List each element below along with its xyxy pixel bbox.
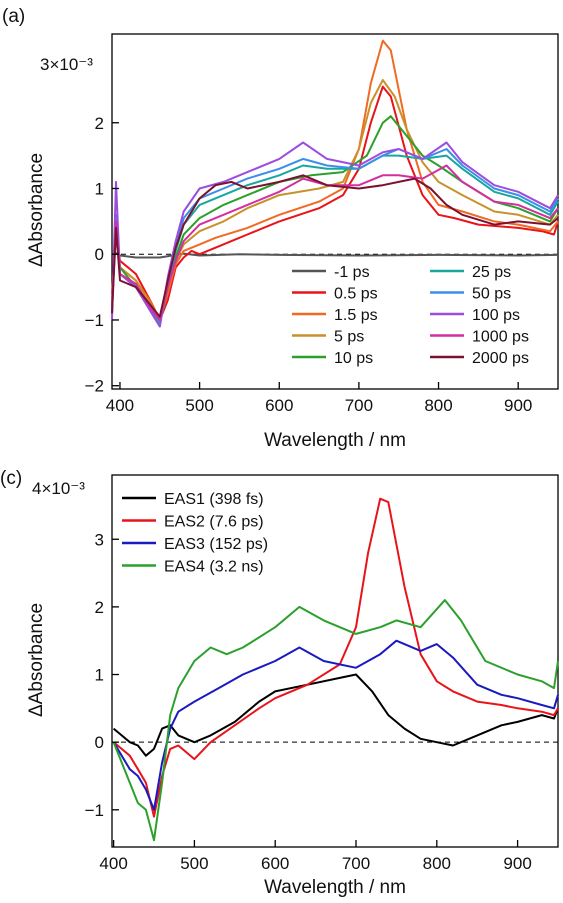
legend-label: 50 ps — [472, 286, 511, 303]
panel-c-y-ticks: −1 0 1 2 3 — [85, 530, 119, 820]
panel-c: (c) 4×10⁻³ −1 0 1 2 3 400 500 600 700 800 900 Wav… — [0, 468, 559, 898]
x-tick-label: 600 — [261, 854, 289, 873]
panel-a-x-ticks: 400 500 600 700 800 900 — [106, 382, 532, 415]
panel-c-y-axis-label: ΔAbsorbance — [26, 603, 47, 717]
panel-a-series — [111, 39, 559, 328]
legend-label: 5 ps — [334, 329, 364, 346]
y-tick-label: −1 — [85, 311, 104, 330]
legend-label: EAS1 (398 fs) — [164, 491, 264, 508]
legend-label: 1000 ps — [472, 329, 529, 346]
y-tick-label: 3 — [95, 530, 104, 549]
series-line — [112, 599, 559, 842]
x-tick-label: 700 — [345, 396, 373, 415]
x-tick-label: 800 — [423, 854, 451, 873]
panel-c-plot-frame — [111, 474, 559, 848]
y-tick-label: −1 — [85, 801, 104, 820]
y-tick-label: 1 — [95, 179, 104, 198]
series-line — [111, 141, 559, 328]
x-tick-label: 400 — [99, 854, 127, 873]
y-tick-label: 2 — [95, 598, 104, 617]
panel-a: (a) 3×10⁻³ −2 −1 0 1 2 400 500 600 700 800 900 Wa… — [2, 6, 559, 451]
x-tick-label: 500 — [180, 854, 208, 873]
x-tick-label: 700 — [342, 854, 370, 873]
x-tick-label: 400 — [106, 396, 134, 415]
y-tick-label: 2 — [95, 114, 104, 133]
series-line — [111, 174, 559, 318]
legend-label: EAS3 (152 ps) — [164, 536, 268, 553]
panel-c-legend: EAS1 (398 fs) EAS2 (7.6 ps) EAS3 (152 ps) E… — [122, 491, 268, 576]
x-tick-label: 900 — [504, 396, 532, 415]
x-tick-label: 800 — [424, 396, 452, 415]
panel-a-y-ticks: −2 −1 0 1 2 — [85, 114, 119, 396]
panel-c-x-axis-label: Wavelength / nm — [264, 877, 406, 898]
panel-c-multiplier: 4×10⁻³ — [32, 479, 85, 498]
legend-label: 100 ps — [472, 307, 520, 324]
y-tick-label: 0 — [95, 245, 104, 264]
y-tick-label: −2 — [85, 377, 104, 396]
legend-label: -1 ps — [334, 264, 370, 281]
legend-label: 2000 ps — [472, 350, 529, 367]
panel-a-x-axis-label: Wavelength / nm — [264, 430, 406, 451]
series-line — [112, 497, 559, 818]
panel-a-label: (a) — [2, 6, 25, 27]
series-line — [111, 250, 559, 259]
legend-label: EAS4 (3.2 ns) — [164, 559, 264, 576]
y-tick-label: 0 — [95, 733, 104, 752]
legend-label: 25 ps — [472, 264, 511, 281]
x-tick-label: 900 — [503, 854, 531, 873]
legend-label: 10 ps — [334, 350, 373, 367]
legend-label: EAS2 (7.6 ps) — [164, 514, 264, 531]
x-tick-label: 500 — [185, 396, 213, 415]
series-line — [112, 639, 559, 811]
series-line — [111, 164, 559, 321]
panel-c-label: (c) — [0, 468, 22, 489]
panel-a-multiplier: 3×10⁻³ — [40, 55, 93, 74]
panel-c-series — [112, 497, 559, 842]
y-tick-label: 1 — [95, 666, 104, 685]
legend-label: 1.5 ps — [334, 307, 378, 324]
panel-a-plot-frame — [111, 33, 559, 390]
x-tick-label: 600 — [265, 396, 293, 415]
panel-a-y-axis-label: ΔAbsorbance — [26, 153, 47, 267]
panel-c-x-ticks: 400 500 600 700 800 900 — [99, 840, 532, 873]
legend-label: 0.5 ps — [334, 286, 378, 303]
panel-a-legend: -1 ps 0.5 ps 1.5 ps 5 ps 10 ps 25 ps 50 ps 100 … — [292, 264, 529, 367]
